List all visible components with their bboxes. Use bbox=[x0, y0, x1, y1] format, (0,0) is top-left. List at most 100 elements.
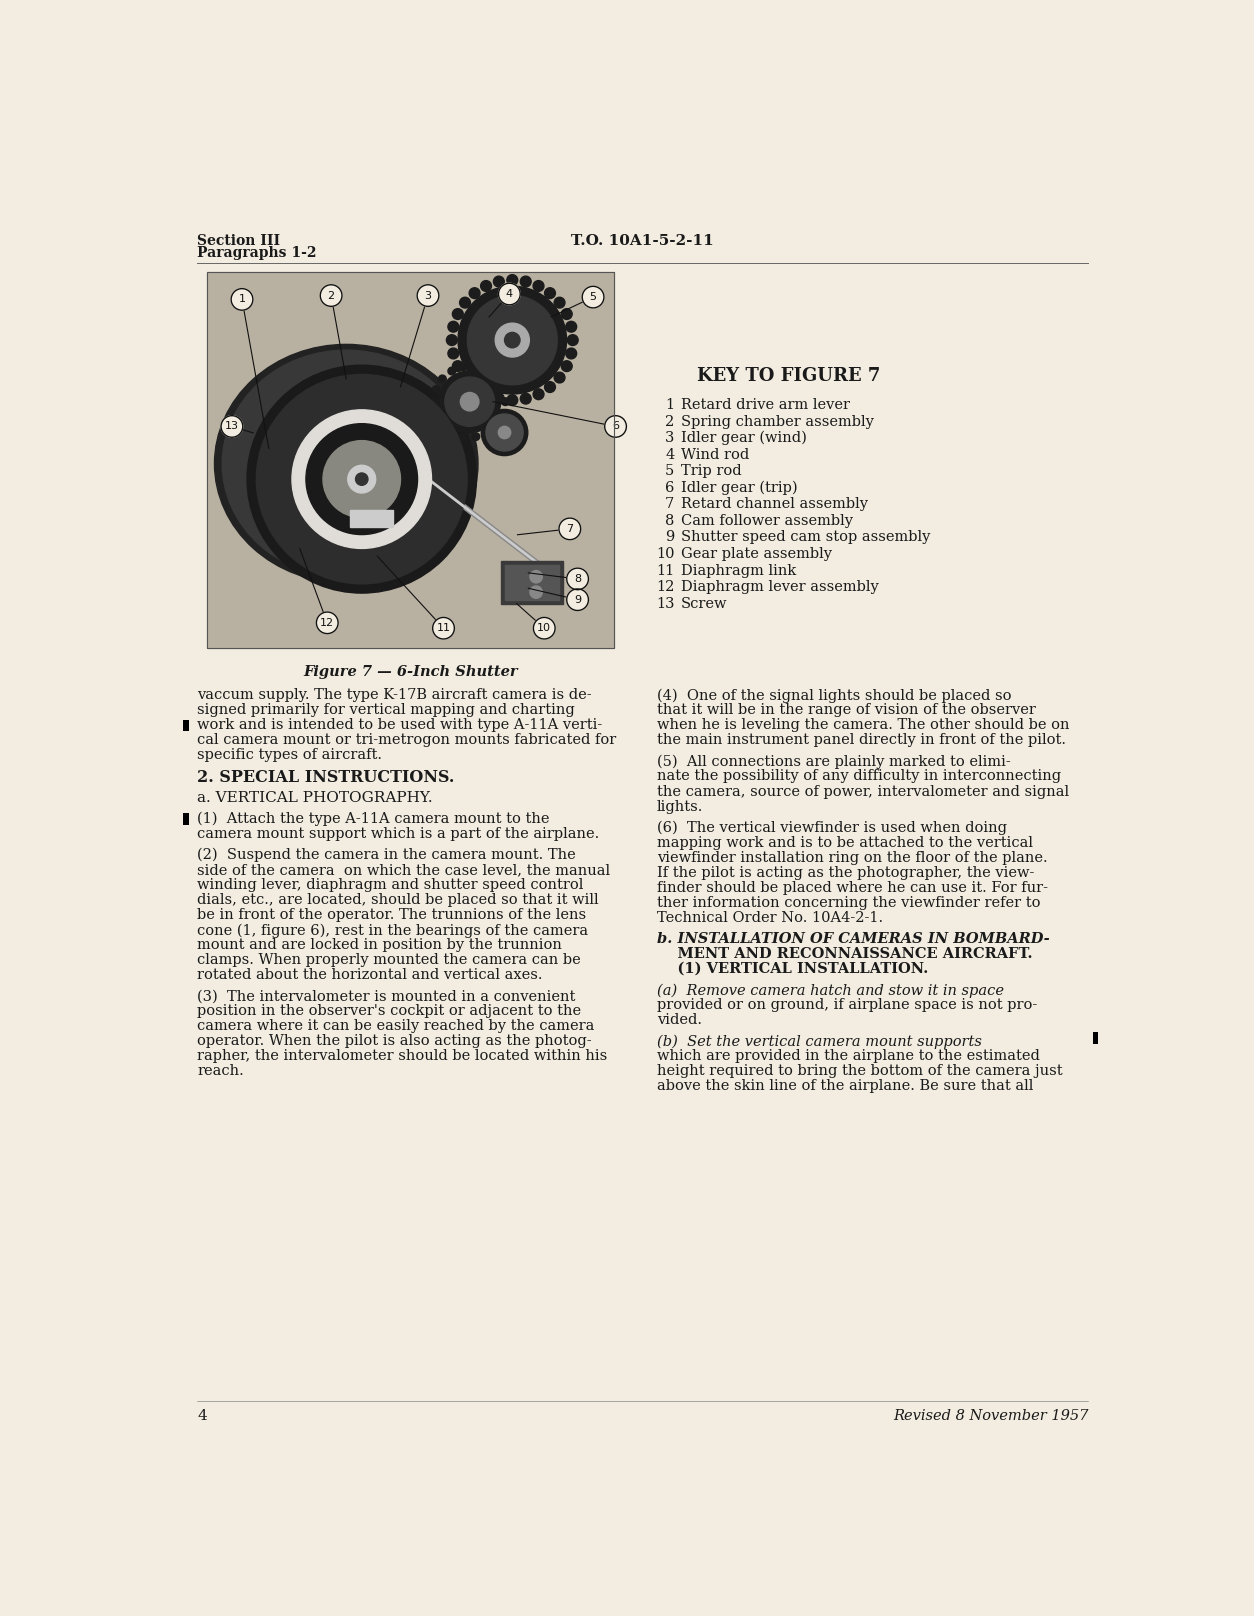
Circle shape bbox=[292, 410, 431, 548]
Text: Diaphragm lever assembly: Diaphragm lever assembly bbox=[681, 580, 878, 595]
Circle shape bbox=[221, 415, 243, 438]
Text: If the pilot is acting as the photographer, the view-: If the pilot is acting as the photograph… bbox=[657, 866, 1035, 879]
Text: (4)  One of the signal lights should be placed so: (4) One of the signal lights should be p… bbox=[657, 688, 1011, 703]
Circle shape bbox=[567, 588, 588, 611]
Circle shape bbox=[498, 427, 510, 438]
Circle shape bbox=[469, 288, 480, 299]
Text: 5: 5 bbox=[589, 292, 597, 302]
Circle shape bbox=[520, 393, 532, 404]
Text: (3)  The intervalometer is mounted in a convenient: (3) The intervalometer is mounted in a c… bbox=[197, 989, 576, 1004]
Text: MENT AND RECONNAISSANCE AIRCRAFT.: MENT AND RECONNAISSANCE AIRCRAFT. bbox=[657, 947, 1032, 962]
Text: (2)  Suspend the camera in the camera mount. The: (2) Suspend the camera in the camera mou… bbox=[197, 848, 576, 863]
Circle shape bbox=[504, 333, 520, 347]
Text: 6: 6 bbox=[612, 422, 619, 431]
Circle shape bbox=[507, 394, 518, 406]
Circle shape bbox=[499, 410, 507, 417]
Text: nate the possibility of any difficulty in interconnecting: nate the possibility of any difficulty i… bbox=[657, 769, 1061, 784]
Text: 13: 13 bbox=[656, 596, 675, 611]
Text: vaccum supply. The type K-17B aircraft camera is de-: vaccum supply. The type K-17B aircraft c… bbox=[197, 688, 592, 703]
Text: 2: 2 bbox=[665, 415, 675, 428]
Circle shape bbox=[446, 335, 458, 346]
Bar bbox=[183, 813, 188, 824]
Ellipse shape bbox=[261, 464, 300, 525]
Text: the camera, source of power, intervalometer and signal: the camera, source of power, intervalome… bbox=[657, 784, 1068, 798]
Circle shape bbox=[469, 381, 480, 393]
Text: Idler gear (trip): Idler gear (trip) bbox=[681, 480, 798, 494]
Text: cone (1, figure 6), rest in the bearings of the camera: cone (1, figure 6), rest in the bearings… bbox=[197, 923, 588, 937]
Text: Shutter speed cam stop assembly: Shutter speed cam stop assembly bbox=[681, 530, 930, 545]
Circle shape bbox=[499, 386, 507, 393]
Circle shape bbox=[320, 284, 342, 307]
Text: T.O. 10A1-5-2-11: T.O. 10A1-5-2-11 bbox=[572, 234, 714, 247]
Circle shape bbox=[445, 377, 494, 427]
Text: height required to bring the bottom of the camera just: height required to bring the bottom of t… bbox=[657, 1065, 1062, 1078]
Circle shape bbox=[493, 276, 504, 288]
Circle shape bbox=[502, 398, 509, 406]
Text: Screw: Screw bbox=[681, 596, 727, 611]
Circle shape bbox=[459, 433, 468, 441]
Text: Revised 8 November 1957: Revised 8 November 1957 bbox=[893, 1409, 1088, 1424]
Text: 4: 4 bbox=[197, 1409, 207, 1424]
Text: Retard channel assembly: Retard channel assembly bbox=[681, 498, 868, 511]
Circle shape bbox=[459, 364, 468, 370]
Circle shape bbox=[448, 322, 459, 333]
Circle shape bbox=[316, 612, 339, 633]
Circle shape bbox=[439, 375, 446, 383]
Text: 2: 2 bbox=[327, 291, 335, 301]
Text: viewfinder installation ring on the floor of the plane.: viewfinder installation ring on the floo… bbox=[657, 850, 1047, 865]
Circle shape bbox=[554, 372, 566, 383]
Text: 13: 13 bbox=[224, 422, 240, 431]
Text: Wind rod: Wind rod bbox=[681, 448, 749, 462]
Text: (1) VERTICAL INSTALLATION.: (1) VERTICAL INSTALLATION. bbox=[657, 962, 928, 976]
Circle shape bbox=[460, 393, 479, 410]
Text: 11: 11 bbox=[436, 624, 450, 633]
Circle shape bbox=[480, 281, 492, 291]
Circle shape bbox=[460, 372, 470, 383]
Text: Spring chamber assembly: Spring chamber assembly bbox=[681, 415, 874, 428]
Text: winding lever, diaphragm and shutter speed control: winding lever, diaphragm and shutter spe… bbox=[197, 877, 583, 892]
Text: (1)  Attach the type A-11A camera mount to the: (1) Attach the type A-11A camera mount t… bbox=[197, 811, 549, 826]
Circle shape bbox=[448, 347, 459, 359]
Text: dials, etc., are located, should be placed so that it will: dials, etc., are located, should be plac… bbox=[197, 894, 598, 907]
Circle shape bbox=[484, 367, 492, 375]
Text: vided.: vided. bbox=[657, 1013, 702, 1028]
Circle shape bbox=[453, 360, 463, 372]
Ellipse shape bbox=[222, 351, 470, 577]
Circle shape bbox=[247, 365, 477, 593]
Text: 1: 1 bbox=[666, 398, 675, 412]
Text: Cam follower assembly: Cam follower assembly bbox=[681, 514, 853, 528]
Text: rapher, the intervalometer should be located within his: rapher, the intervalometer should be loc… bbox=[197, 1049, 607, 1063]
Text: Figure 7 — 6-Inch Shutter: Figure 7 — 6-Inch Shutter bbox=[303, 666, 518, 679]
Text: 10: 10 bbox=[537, 624, 552, 633]
Text: finder should be placed where he can use it. For fur-: finder should be placed where he can use… bbox=[657, 881, 1047, 895]
Circle shape bbox=[566, 347, 577, 359]
Circle shape bbox=[480, 389, 492, 399]
Text: mapping work and is to be attached to the vertical: mapping work and is to be attached to th… bbox=[657, 835, 1032, 850]
Circle shape bbox=[460, 297, 470, 309]
Text: Gear plate assembly: Gear plate assembly bbox=[681, 546, 831, 561]
Circle shape bbox=[453, 309, 463, 320]
Text: clamps. When properly mounted the camera can be: clamps. When properly mounted the camera… bbox=[197, 953, 581, 966]
Circle shape bbox=[495, 323, 529, 357]
Circle shape bbox=[520, 276, 532, 288]
Circle shape bbox=[507, 275, 518, 286]
Circle shape bbox=[544, 381, 556, 393]
Circle shape bbox=[472, 364, 480, 370]
Circle shape bbox=[562, 309, 572, 320]
Bar bbox=[183, 719, 188, 732]
Circle shape bbox=[306, 423, 418, 535]
Text: operator. When the pilot is also acting as the photog-: operator. When the pilot is also acting … bbox=[197, 1034, 592, 1049]
Circle shape bbox=[566, 322, 577, 333]
Circle shape bbox=[433, 410, 440, 417]
Circle shape bbox=[567, 335, 578, 346]
Text: above the skin line of the airplane. Be sure that all: above the skin line of the airplane. Be … bbox=[657, 1079, 1033, 1094]
Text: 2. SPECIAL INSTRUCTIONS.: 2. SPECIAL INSTRUCTIONS. bbox=[197, 769, 454, 787]
Circle shape bbox=[458, 286, 567, 394]
Circle shape bbox=[530, 587, 542, 598]
Text: 3: 3 bbox=[425, 291, 431, 301]
Circle shape bbox=[433, 617, 454, 638]
Circle shape bbox=[533, 617, 556, 638]
Text: 7: 7 bbox=[567, 524, 573, 533]
Text: 12: 12 bbox=[320, 617, 335, 627]
Text: 1: 1 bbox=[238, 294, 246, 304]
